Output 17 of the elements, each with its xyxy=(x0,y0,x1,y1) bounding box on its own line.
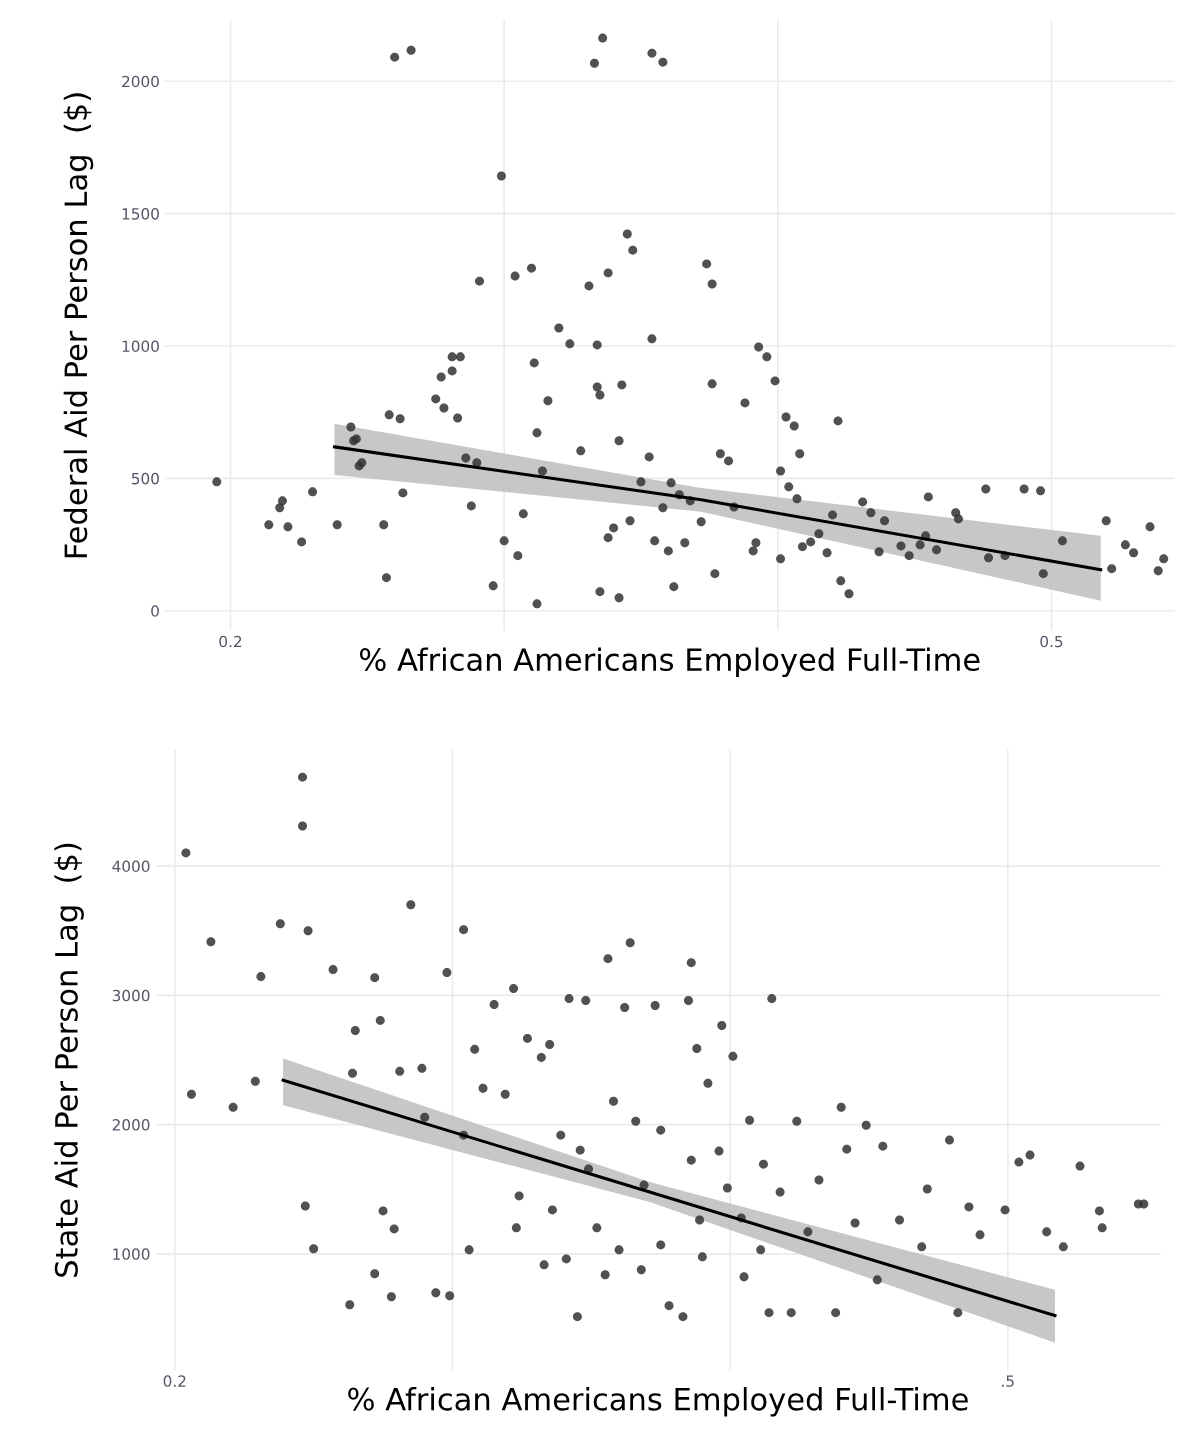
x-tick-label: .5 xyxy=(1002,1375,1014,1387)
y-tick-label: 3000 xyxy=(112,989,150,1002)
y-tick-label: 1000 xyxy=(113,1248,150,1260)
y-tick-label: 2000 xyxy=(112,1119,150,1131)
y-tick-label: 0 xyxy=(151,605,159,617)
x-axis-title: % African Americans Employed Full-Time xyxy=(348,1387,968,1417)
x-tick-label: 0.5 xyxy=(1040,635,1063,648)
y-tick-label: 1500 xyxy=(122,208,159,220)
y-tick-label: 2000 xyxy=(122,75,159,88)
y-tick-label: 500 xyxy=(131,472,159,485)
y-axis-title: State Aid Per Person Lag ($) xyxy=(54,843,84,1277)
y-tick-label: 1000 xyxy=(122,340,159,353)
x-tick-label: 0.2 xyxy=(219,635,242,648)
x-axis-title: % African Americans Employed Full-Time xyxy=(359,647,980,678)
x-tick-label: 0.2 xyxy=(163,1375,186,1387)
y-tick-label: 4000 xyxy=(112,860,150,873)
y-axis-title: Federal Aid Per Person Lag ($) xyxy=(63,93,94,558)
